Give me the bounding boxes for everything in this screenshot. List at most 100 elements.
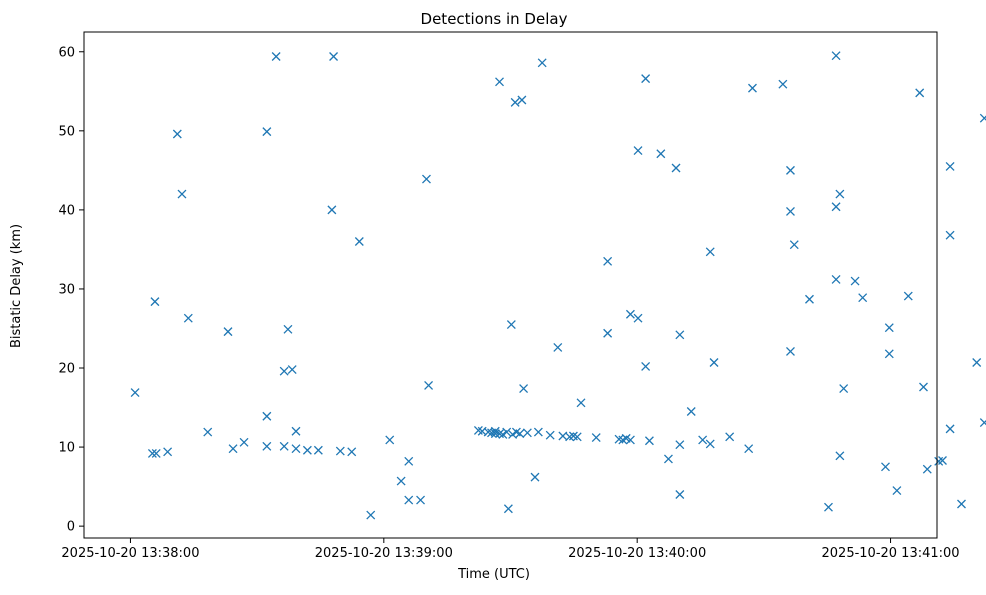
data-point — [641, 74, 651, 84]
data-point — [291, 426, 301, 436]
x-tick-label: 2025-10-20 13:39:00 — [315, 546, 453, 561]
y-tick-label: 0 — [67, 520, 75, 535]
y-tick-label: 10 — [58, 441, 75, 456]
data-point — [404, 495, 414, 505]
data-point — [503, 504, 513, 514]
data-point — [831, 202, 841, 212]
data-point — [177, 189, 187, 199]
data-point — [150, 297, 160, 307]
data-point — [385, 435, 395, 445]
data-point — [858, 293, 868, 303]
data-point — [329, 52, 339, 61]
data-point — [698, 435, 708, 445]
data-point — [163, 447, 173, 457]
data-point — [744, 444, 754, 454]
data-point — [839, 384, 849, 394]
data-point — [786, 165, 795, 175]
data-point — [239, 437, 249, 447]
data-point — [603, 256, 613, 266]
y-tick-label: 40 — [58, 203, 75, 218]
data-point — [502, 427, 512, 437]
data-point — [416, 495, 426, 505]
chart-title: Detections in Delay — [421, 10, 568, 28]
data-point — [835, 451, 845, 461]
data-point — [262, 441, 272, 451]
data-point — [786, 207, 795, 216]
data-point — [537, 58, 547, 68]
axes-layer: 2025-10-20 13:38:00 2025-10-20 13:39:00 20… — [58, 45, 959, 561]
data-point — [892, 486, 902, 496]
data-point — [519, 384, 529, 394]
data-point — [675, 330, 685, 340]
data-point — [625, 309, 635, 319]
data-point — [130, 388, 140, 397]
data-point — [850, 276, 860, 286]
x-tick-label: 2025-10-20 13:40:00 — [568, 546, 706, 561]
data-point — [279, 441, 289, 451]
data-point — [483, 427, 493, 437]
data-point — [515, 429, 525, 439]
data-point — [957, 499, 966, 509]
data-point — [633, 313, 643, 323]
data-point — [709, 358, 719, 367]
data-point — [553, 342, 563, 352]
data-point — [725, 432, 735, 442]
data-point — [396, 476, 406, 486]
data-point — [279, 366, 289, 376]
data-point — [686, 407, 696, 416]
data-point — [522, 428, 532, 438]
data-point — [327, 205, 337, 215]
data-point — [705, 439, 715, 449]
data-point — [366, 510, 376, 520]
y-tick-label: 50 — [58, 124, 75, 139]
y-tick-label: 30 — [58, 282, 75, 297]
data-point — [748, 83, 757, 93]
data-point — [805, 294, 814, 304]
data-point — [922, 464, 932, 474]
data-point — [972, 358, 982, 367]
data-point — [786, 346, 795, 356]
data-point — [354, 237, 364, 246]
data-point — [945, 230, 955, 240]
data-point — [203, 427, 213, 437]
data-point — [644, 436, 654, 446]
data-point — [945, 424, 955, 434]
data-point — [945, 161, 955, 171]
data-point — [228, 444, 238, 454]
data-point — [313, 445, 323, 455]
data-point — [884, 349, 894, 359]
data-point — [938, 456, 947, 465]
data-point — [576, 398, 586, 408]
data-point — [151, 448, 161, 458]
data-point — [495, 77, 504, 87]
data-point — [789, 240, 799, 250]
data-point — [641, 361, 651, 371]
data-point — [656, 149, 666, 159]
data-point — [831, 275, 841, 284]
data-point — [183, 313, 193, 323]
data-point — [533, 427, 543, 437]
data-point — [675, 440, 685, 450]
data-point — [506, 320, 516, 329]
data-point — [835, 189, 845, 199]
y-tick-label: 20 — [58, 362, 75, 377]
data-point — [778, 79, 788, 89]
data-point — [884, 323, 894, 333]
data-point — [172, 129, 182, 139]
data-point — [831, 51, 841, 61]
data-point — [572, 432, 582, 442]
y-axis-label: Bistatic Delay (km) — [9, 224, 24, 348]
data-point — [302, 445, 312, 455]
data-point — [915, 88, 925, 98]
plot-frame — [83, 31, 938, 539]
data-point — [422, 174, 431, 184]
data-point — [903, 291, 913, 301]
data-point — [979, 418, 986, 428]
data-point — [262, 411, 272, 421]
data-point — [510, 97, 520, 107]
data-point — [404, 456, 414, 466]
data-point — [663, 454, 673, 464]
data-point — [979, 113, 986, 123]
